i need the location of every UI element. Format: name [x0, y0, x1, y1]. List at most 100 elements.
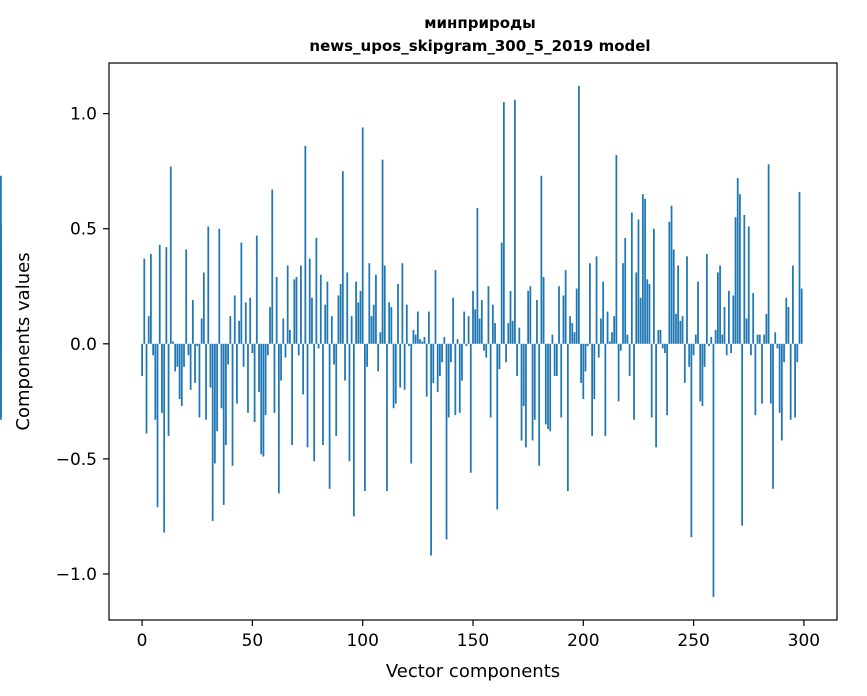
y-axis-ticks: −1.0 −0.5 0.0 0.5 1.0 [56, 105, 109, 585]
bar [394, 343, 397, 404]
bar [196, 343, 199, 347]
y-tick-label: 0.5 [70, 220, 97, 240]
bar [304, 145, 307, 344]
bar [428, 311, 430, 344]
bar [752, 293, 755, 344]
bar [485, 343, 488, 358]
bar [747, 226, 750, 344]
bar [630, 212, 633, 344]
bar [238, 320, 241, 344]
bar [253, 343, 256, 423]
bar [463, 311, 466, 344]
bar [339, 283, 342, 344]
bar [390, 306, 393, 344]
bar [286, 265, 289, 344]
bar [214, 343, 216, 464]
bar [315, 237, 318, 344]
bar [167, 343, 170, 436]
bar [728, 290, 730, 344]
bar [176, 343, 179, 367]
bar [169, 166, 172, 344]
bar [789, 343, 792, 420]
bar [741, 343, 744, 526]
bar [205, 343, 207, 420]
bar [465, 343, 468, 347]
bar [511, 320, 514, 344]
bar [293, 279, 296, 344]
bar [650, 343, 653, 418]
bar [220, 343, 223, 409]
bar [591, 343, 593, 436]
bar [469, 343, 472, 473]
bar [725, 343, 728, 356]
bar [750, 343, 752, 356]
bar [178, 343, 181, 400]
bar [200, 318, 203, 344]
bar [355, 281, 357, 344]
bar [787, 306, 790, 344]
bar [352, 343, 355, 517]
bar [527, 290, 530, 344]
bar [233, 295, 236, 344]
bar [584, 343, 587, 372]
bar [761, 343, 763, 404]
x-axis-ticks: 0 50 100 150 200 250 300 [137, 620, 820, 651]
chart-title-line-1: минприроды [424, 14, 535, 32]
bar [507, 323, 510, 344]
bar [487, 286, 490, 344]
bar [538, 343, 541, 466]
bar [269, 306, 271, 344]
bar [560, 343, 563, 418]
bar [249, 297, 252, 344]
bar [458, 343, 461, 413]
bar [723, 306, 726, 344]
bar [549, 343, 552, 432]
bar [769, 343, 772, 404]
bar [423, 336, 426, 344]
bar [798, 191, 801, 344]
bar [555, 343, 558, 377]
bar [443, 336, 446, 344]
bar [211, 343, 214, 522]
bar [796, 343, 799, 363]
bar [688, 343, 691, 367]
bar [686, 256, 688, 344]
bar [183, 343, 185, 367]
bar [569, 316, 571, 344]
bar [344, 343, 346, 381]
bar [416, 311, 419, 344]
bar [280, 343, 282, 381]
y-tick-label: 0.0 [70, 335, 97, 355]
bar [467, 316, 470, 344]
bar [284, 343, 287, 358]
bar [209, 343, 212, 388]
bar [392, 343, 395, 409]
bar [240, 242, 243, 344]
bar [198, 343, 201, 418]
bar [282, 318, 285, 344]
bar [405, 304, 408, 344]
bar [476, 208, 479, 344]
bar [754, 343, 757, 416]
bar [516, 343, 518, 377]
bar [624, 237, 627, 344]
bar [361, 127, 364, 344]
bar [571, 323, 574, 344]
bar [683, 343, 686, 383]
bar [152, 343, 154, 356]
bar [522, 343, 525, 406]
bar [551, 334, 554, 344]
bar [778, 343, 781, 413]
bar [326, 281, 329, 344]
bar [529, 286, 532, 344]
bar [386, 343, 388, 492]
bar [628, 343, 631, 377]
bar [547, 343, 549, 429]
bar [432, 343, 435, 383]
bar [690, 343, 693, 538]
bar [403, 343, 406, 390]
bar [472, 290, 474, 344]
bar [732, 295, 735, 344]
bar [317, 343, 320, 349]
bar [388, 302, 391, 344]
